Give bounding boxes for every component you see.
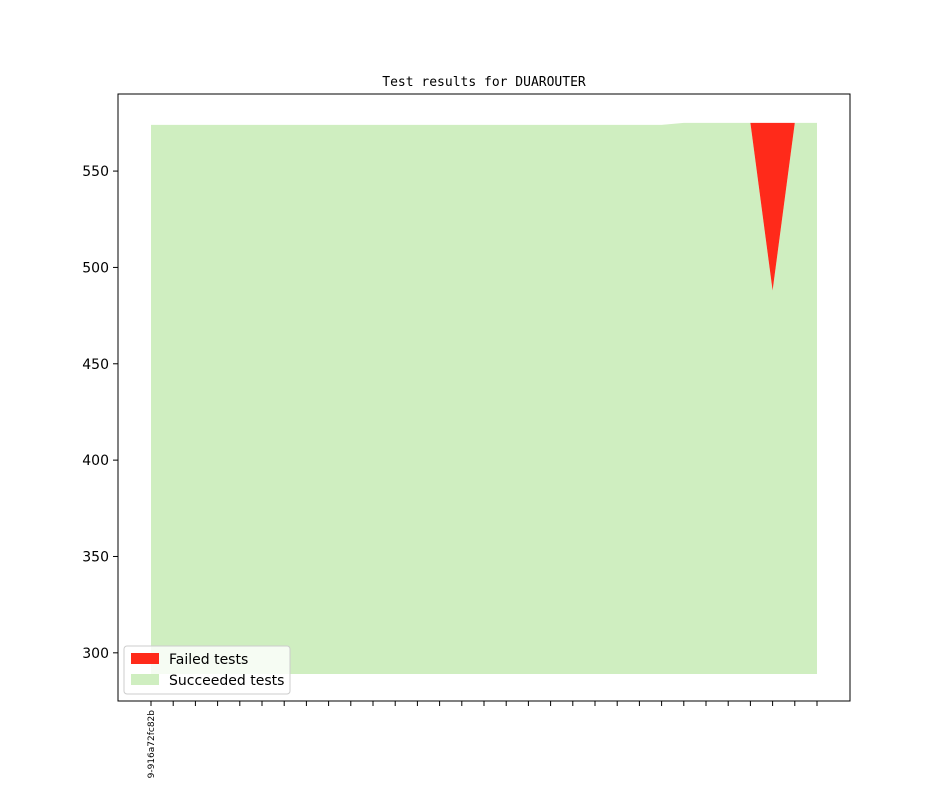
area-succeeded-tests [151, 122, 817, 675]
y-tick-label: 300 [82, 646, 109, 662]
x-tick-label: 9-916a72fc82b [147, 710, 157, 779]
legend: Failed tests Succeeded tests [123, 645, 291, 695]
y-axis: 300 350 400 450 500 550 [82, 164, 118, 662]
legend-label-succeeded: Succeeded tests [169, 673, 284, 689]
legend-swatch-succeeded [131, 674, 159, 685]
y-tick-label: 450 [82, 357, 109, 373]
y-tick-label: 350 [82, 549, 109, 565]
y-tick-label: 500 [82, 260, 109, 276]
y-tick-label: 550 [82, 164, 109, 180]
chart-title: Test results for DUAROUTER [382, 75, 586, 90]
legend-box [123, 645, 291, 695]
legend-swatch-failed [131, 653, 159, 664]
y-tick-label: 400 [82, 453, 109, 469]
plot-areas [151, 122, 817, 675]
legend-label-failed: Failed tests [169, 652, 248, 668]
x-axis: 9-916a72fc82b [147, 701, 818, 779]
